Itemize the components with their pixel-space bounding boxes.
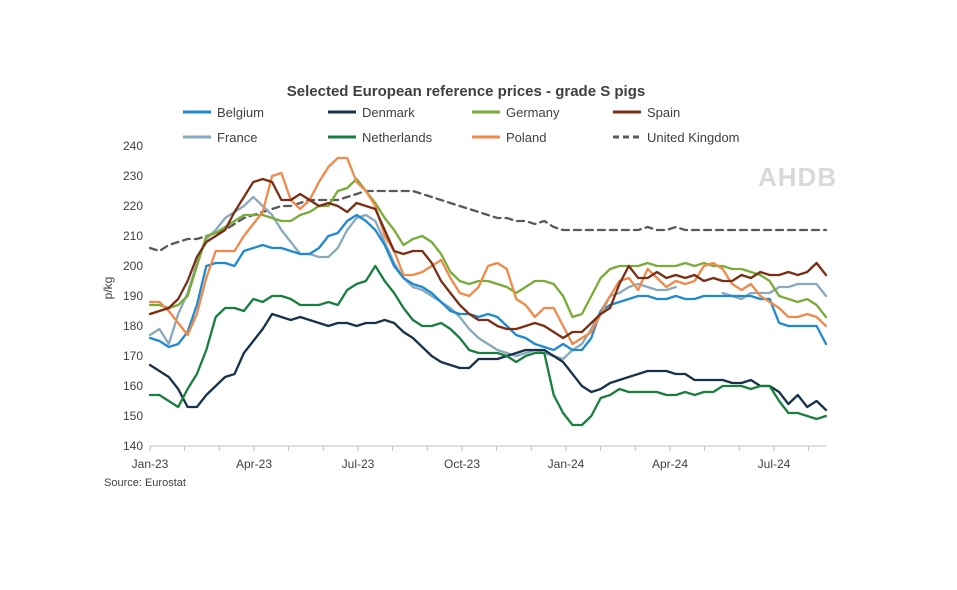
chart-title: Selected European reference prices - gra… bbox=[287, 83, 645, 100]
x-tick-label: Jul-23 bbox=[342, 457, 375, 471]
series-line-denmark bbox=[148, 312, 828, 412]
y-tick-label: 230 bbox=[123, 169, 143, 183]
series-line-belgium bbox=[148, 213, 828, 352]
y-tick-label: 210 bbox=[123, 229, 143, 243]
y-axis-label: p/kg bbox=[101, 277, 115, 300]
legend-label: France bbox=[217, 130, 257, 145]
y-tick-label: 190 bbox=[123, 289, 143, 303]
x-tick-label: Oct-23 bbox=[444, 457, 480, 471]
legend-label: Poland bbox=[506, 130, 546, 145]
legend-item-belgium: Belgium bbox=[183, 105, 264, 120]
x-tick-label: Jan-23 bbox=[132, 457, 169, 471]
x-tick-label: Jul-24 bbox=[758, 457, 791, 471]
y-tick-label: 220 bbox=[123, 199, 143, 213]
y-tick-label: 200 bbox=[123, 259, 143, 273]
y-tick-label: 240 bbox=[123, 139, 143, 153]
x-tick-label: Apr-24 bbox=[652, 457, 688, 471]
series-line-netherlands bbox=[148, 264, 828, 427]
series-line-poland bbox=[148, 156, 828, 346]
y-tick-label: 170 bbox=[123, 349, 143, 363]
legend-item-united-kingdom: United Kingdom bbox=[613, 130, 740, 145]
y-axis: 140 150 160 170 180 190 200 210 220 230 240 bbox=[123, 139, 143, 453]
legend-item-france: France bbox=[183, 130, 257, 145]
legend-item-netherlands: Netherlands bbox=[328, 130, 433, 145]
x-tick-label: Jan-24 bbox=[548, 457, 585, 471]
legend: Belgium Denmark Germany Spain France Netherla… bbox=[183, 105, 740, 145]
series-line-spain bbox=[148, 177, 828, 340]
legend-label: United Kingdom bbox=[647, 130, 740, 145]
legend-label: Denmark bbox=[362, 105, 415, 120]
legend-label: Netherlands bbox=[362, 130, 433, 145]
y-tick-label: 140 bbox=[123, 439, 143, 453]
series-lines bbox=[148, 156, 828, 427]
legend-item-germany: Germany bbox=[472, 105, 560, 120]
ahdb-watermark: AHDB bbox=[758, 162, 837, 192]
legend-item-spain: Spain bbox=[613, 105, 680, 120]
y-tick-label: 160 bbox=[123, 379, 143, 393]
legend-item-denmark: Denmark bbox=[328, 105, 415, 120]
legend-label: Germany bbox=[506, 105, 560, 120]
y-tick-label: 150 bbox=[123, 409, 143, 423]
x-axis: Jan-23 Apr-23 Jul-23 Oct-23 Jan-24 Apr-24 Jul-… bbox=[132, 445, 826, 471]
x-tick-label: Apr-23 bbox=[236, 457, 272, 471]
series-line-germany bbox=[148, 177, 828, 319]
legend-label: Spain bbox=[647, 105, 680, 120]
y-tick-label: 180 bbox=[123, 319, 143, 333]
legend-item-poland: Poland bbox=[472, 130, 546, 145]
legend-label: Belgium bbox=[217, 105, 264, 120]
source-note: Source: Eurostat bbox=[104, 477, 186, 489]
